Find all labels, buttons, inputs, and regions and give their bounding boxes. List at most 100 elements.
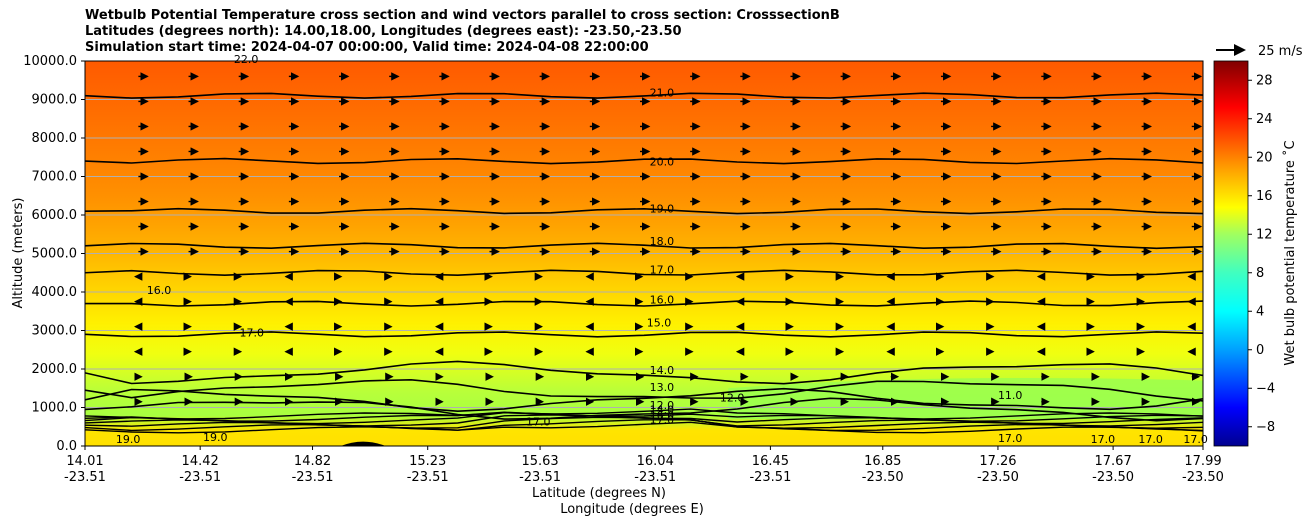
x-axis-label-2: Longitude (degrees E) (560, 502, 704, 517)
x-tick-label-lon: -23.50 (1182, 470, 1224, 485)
contour-line (85, 157, 1203, 165)
x-tick-label-lat: 14.42 (182, 454, 219, 469)
contour-label: 14.0 (650, 364, 675, 377)
contour-line (85, 408, 1203, 420)
colorbar-tick-label: −4 (1256, 381, 1275, 396)
x-tick-label-lon: -23.51 (407, 470, 449, 485)
contour-line (85, 419, 1203, 432)
y-tick-label: 6000.0 (32, 208, 78, 223)
x-tick-label-lon: -23.51 (292, 470, 334, 485)
contour-label: 12.0 (720, 392, 745, 405)
y-axis-label: Altitude (meters) (11, 198, 26, 309)
chart-title-line-3: Simulation start time: 2024-04-07 00:00:… (85, 40, 649, 55)
colorbar-tick-label: 20 (1256, 150, 1273, 165)
x-tick-label-lat: 14.82 (294, 454, 331, 469)
contour-line (85, 242, 1203, 250)
colorbar: −8 −4 0 4 8 12 16 20 24 28 (1213, 60, 1275, 447)
x-tick-label-lon: -23.51 (634, 470, 676, 485)
x-tick-label-lon: -23.50 (1092, 470, 1134, 485)
contour-line (85, 92, 1203, 99)
contour-label: 19.0 (203, 431, 228, 444)
contour-line (85, 269, 1203, 277)
colorbar-tick-label: 24 (1256, 112, 1273, 127)
chart-title-line-2: Latitudes (degrees north): 14.00,18.00, … (85, 24, 682, 39)
contour-line (85, 300, 1203, 307)
contour-label: 12.0 (650, 399, 675, 412)
axes: 0.0 1000.0 2000.0 3000.0 4000.0 5000.0 6000.0 7… (23, 54, 1224, 485)
contour-label: 20.0 (650, 156, 675, 169)
grid-lines (85, 99, 1203, 408)
contour-label: 13.0 (650, 381, 675, 394)
contour-line (85, 411, 1203, 422)
x-tick-label-lat: 17.99 (1184, 454, 1221, 469)
quiver-key-label: 25 m/s (1258, 44, 1303, 59)
contour-line (85, 421, 1203, 434)
quiver-key: 25 m/s (1216, 44, 1303, 59)
x-tick-label-lon: -23.51 (749, 470, 791, 485)
y-tick-label: 10000.0 (23, 54, 77, 69)
y-tick-label: 0.0 (56, 439, 77, 454)
chart-title-line-1: Wetbulb Potential Temperature cross sect… (85, 8, 840, 23)
x-tick-label-lon: -23.51 (179, 470, 221, 485)
contour-lines (85, 92, 1203, 434)
x-tick-label-lat: 15.23 (409, 454, 446, 469)
contour-line (85, 207, 1203, 215)
contour-label: 17.0 (239, 326, 264, 339)
x-tick-label-lon: -23.50 (862, 470, 904, 485)
x-tick-label-lat: 17.26 (979, 454, 1016, 469)
y-tick-label: 4000.0 (32, 285, 78, 300)
x-tick-label-lon: -23.51 (519, 470, 561, 485)
contour-labels: 21.020.019.018.017.016.015.014.013.012.0… (116, 53, 1208, 446)
colorbar-tick-label: 16 (1256, 189, 1273, 204)
contour-label: 15.0 (647, 317, 672, 330)
contour-label: 16.0 (650, 409, 675, 422)
y-tick-label: 3000.0 (32, 324, 78, 339)
contour-label: 19.0 (116, 433, 141, 446)
x-tick-label-lon: -23.51 (64, 470, 106, 485)
contour-line (85, 378, 1203, 402)
y-tick-label: 9000.0 (32, 93, 78, 108)
x-tick-label-lon: -23.50 (977, 470, 1019, 485)
x-tick-label-lat: 15.63 (521, 454, 558, 469)
contour-label: 17.0 (1183, 433, 1208, 446)
contour-label: 16.0 (147, 284, 172, 297)
x-tick-label-lat: 16.85 (864, 454, 901, 469)
x-axis-label: Latitude (degrees N) (532, 486, 666, 501)
contour-label: 17.0 (650, 264, 675, 277)
x-tick-label-lat: 16.04 (637, 454, 674, 469)
colorbar-tick-label: 0 (1256, 343, 1264, 358)
y-tick-label: 1000.0 (32, 401, 78, 416)
y-tick-label: 8000.0 (32, 131, 78, 146)
colorbar-tick-label: 12 (1256, 227, 1273, 242)
contour-label: 17.0 (650, 414, 675, 427)
y-tick-label: 7000.0 (32, 170, 78, 185)
x-tick-label-lat: 17.67 (1095, 454, 1132, 469)
contour-label: 22.0 (234, 53, 259, 66)
colorbar-tick-label: 28 (1256, 73, 1273, 88)
y-tick-label: 5000.0 (32, 247, 78, 262)
y-tick-label: 2000.0 (32, 362, 78, 377)
colorbar-gradient (1213, 60, 1249, 447)
x-tick-label-lat: 16.45 (752, 454, 789, 469)
x-tick-label-lat: 14.01 (66, 454, 103, 469)
colorbar-label: Wet bulb potential temperature ˚C (1282, 140, 1298, 365)
contour-label: 14.0 (650, 404, 675, 417)
terrain (340, 441, 386, 446)
contour-label: 18.0 (650, 235, 675, 248)
contour-label: 11.0 (998, 389, 1023, 402)
contour-label: 17.0 (526, 416, 551, 429)
colorbar-tick-label: 8 (1256, 266, 1264, 281)
contour-label: 21.0 (650, 86, 675, 99)
contour-line (85, 397, 1203, 422)
contour-line (85, 331, 1203, 338)
wind-vectors (133, 72, 1203, 406)
contour-line (85, 411, 1203, 425)
contour-label: 17.0 (998, 432, 1023, 445)
colorbar-tick-label: −8 (1256, 420, 1275, 435)
colorbar-tick-label: 4 (1256, 304, 1264, 319)
contour-label: 16.0 (650, 294, 675, 307)
contour-label: 17.0 (1138, 433, 1163, 446)
contour-label: 19.0 (650, 202, 675, 215)
contour-label: 17.0 (1091, 433, 1116, 446)
